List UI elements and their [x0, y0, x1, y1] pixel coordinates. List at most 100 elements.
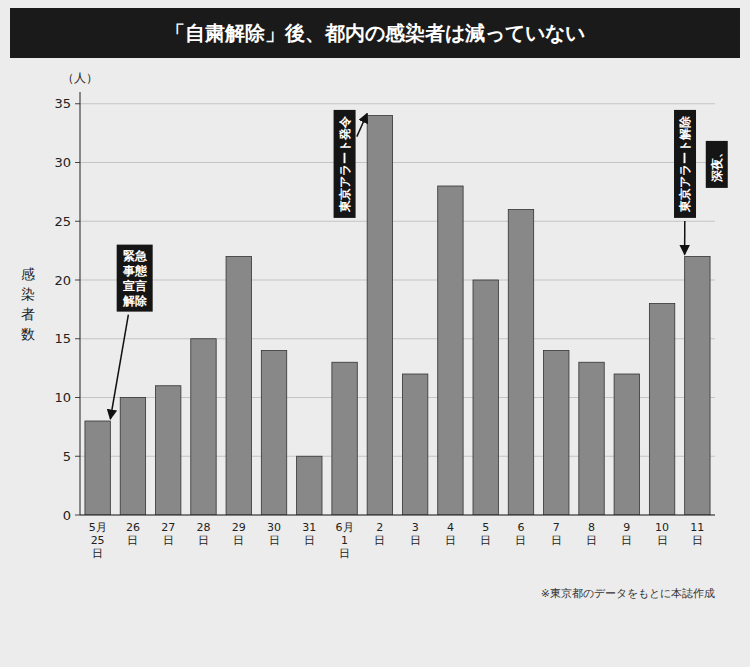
x-tick-label: 7日 [551, 521, 562, 547]
y-tick [75, 162, 80, 163]
x-tick-label-line: 26 [126, 521, 140, 534]
x-tick-label-line: 日 [621, 534, 632, 547]
grid [80, 104, 715, 515]
annotation-bg [117, 245, 153, 312]
bar [120, 398, 145, 516]
x-tick-label-line: 6 [517, 521, 524, 534]
annotation-line: 緊急 [123, 249, 148, 263]
annotation-text: 東京アラート解除 [678, 115, 692, 213]
annotation-box: 緊急事態宣言解除 [117, 245, 153, 312]
x-tick-label: 6日 [515, 521, 526, 547]
y-tick [75, 280, 80, 281]
bar [473, 280, 498, 515]
x-tick-label-line: 日 [480, 534, 491, 547]
y-tick-label: 10 [54, 390, 71, 405]
x-tick-label: 11日 [690, 521, 704, 547]
annotations: 緊急事態宣言解除 東京アラート発令 東京アラート解除 深夜、 [110, 110, 727, 419]
x-tick-label-line: 日 [445, 534, 456, 547]
grid-line [80, 338, 715, 339]
annotation-arrow [684, 221, 686, 255]
chart-svg: 「自粛解除」後、都内の感染者は減っていない051015202530355月25日… [0, 0, 750, 667]
y-tick [75, 456, 80, 457]
bar [191, 339, 216, 515]
x-tick-label: 9日 [621, 521, 632, 547]
bar [508, 210, 533, 516]
x-tick-label-line: 日 [198, 534, 209, 547]
annotation-box: 深夜、 [706, 141, 728, 188]
x-tick-label-line: 日 [92, 547, 103, 560]
bar [579, 362, 604, 515]
x-tick-label-line: 日 [586, 534, 597, 547]
x-tick-label-line: 8 [588, 521, 595, 534]
x-tick-label-line: 28 [196, 521, 210, 534]
annotation-line: 事態 [122, 264, 148, 278]
y-tick-label: 0 [63, 508, 71, 523]
x-tick-label: 26日 [126, 521, 140, 547]
annotation-box: 東京アラート発令 [334, 110, 356, 218]
x-tick-label-line: 11 [690, 521, 704, 534]
x-axis-line [80, 515, 715, 516]
annotation-line: 宣言 [123, 279, 147, 293]
x-tick-label-line: 日 [269, 534, 280, 547]
annotation-line: 東京アラート解除 [678, 115, 692, 213]
title-band [10, 8, 740, 58]
grid-line [80, 515, 715, 516]
x-tick-label-line: 日 [233, 534, 244, 547]
x-tick-label: 5月25日 [89, 521, 107, 560]
y-label: 感染者数 [21, 266, 35, 342]
title: 「自粛解除」後、都内の感染者は減っていない [165, 21, 585, 45]
x-axis: 5月25日26日27日28日29日30日31日6月1日2日3日4日5日6日7日8… [89, 521, 705, 560]
annotation-line: 東京アラート発令 [338, 115, 352, 213]
y-tick [75, 338, 80, 339]
x-tick-label-line: 1 [341, 534, 348, 547]
x-tick-label-line: 29 [232, 521, 246, 534]
grid-line [80, 162, 715, 163]
annotation-arrow [357, 114, 367, 137]
x-tick-label: 6月1日 [336, 521, 354, 560]
x-tick-label-line: 5 [482, 521, 489, 534]
bar [226, 257, 251, 516]
y-tick-label: 15 [54, 331, 71, 346]
y-tick [75, 221, 80, 222]
x-tick-label: 8日 [586, 521, 597, 547]
y-tick-label: 20 [54, 273, 71, 288]
bar [367, 116, 392, 516]
source-note: ※東京都のデータをもとに本誌作成 [541, 587, 715, 600]
bar [544, 351, 569, 516]
y-tick-label: 5 [63, 449, 71, 464]
y-label-char: 者 [21, 306, 35, 322]
bar [85, 421, 110, 515]
x-tick-label-line: 25 [91, 534, 105, 547]
x-tick-label-line: 日 [127, 534, 138, 547]
bar [155, 386, 180, 515]
annotation-box: 東京アラート解除 [674, 110, 696, 218]
x-tick-label: 2日 [374, 521, 385, 547]
x-tick-label-line: 10 [655, 521, 669, 534]
x-tick-label: 5日 [480, 521, 491, 547]
x-tick-label: 30日 [267, 521, 281, 547]
annotation-text: 東京アラート発令 [338, 115, 352, 213]
grid-line [80, 103, 715, 104]
y-label-char: 感 [21, 266, 35, 282]
x-tick-label-line: 日 [657, 534, 668, 547]
y-tick-label: 25 [54, 214, 71, 229]
x-tick-label: 3日 [410, 521, 421, 547]
y-label-char: 数 [21, 326, 35, 342]
x-tick-label-line: 7 [553, 521, 560, 534]
x-tick-label: 4日 [445, 521, 456, 547]
bar [685, 257, 710, 516]
x-tick-label-line: 日 [339, 547, 350, 560]
bar [438, 186, 463, 515]
x-tick-label-line: 3 [412, 521, 419, 534]
x-tick-label-line: 2 [376, 521, 383, 534]
annotation-text: 深夜、 [710, 146, 724, 183]
y-axis-line [80, 92, 81, 515]
x-tick-label: 29日 [232, 521, 246, 547]
annotation-arrow [110, 315, 128, 419]
grid-line [80, 221, 715, 222]
annotation-bg [706, 141, 728, 188]
x-tick-label-line: 30 [267, 521, 281, 534]
x-tick-label-line: 日 [304, 534, 315, 547]
x-tick-label-line: 日 [410, 534, 421, 547]
grid-line [80, 280, 715, 281]
